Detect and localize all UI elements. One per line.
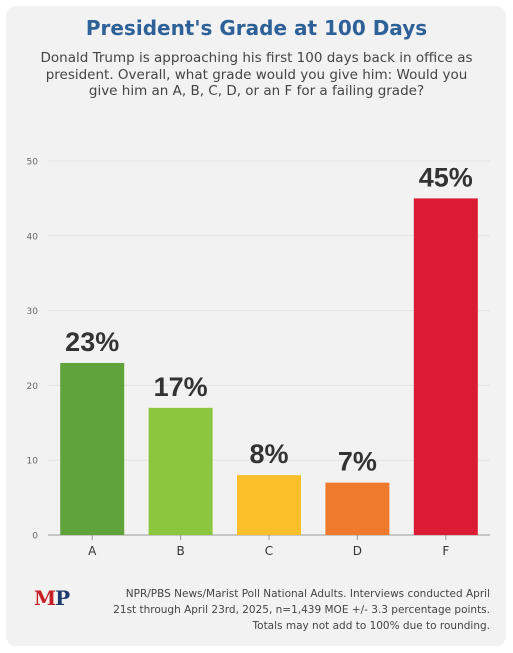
chart-subtitle: Donald Trump is approaching his first 10…	[40, 50, 473, 99]
data-label: 45%	[419, 162, 473, 192]
y-tick-label: 10	[27, 457, 39, 467]
chart-title: President's Grade at 100 Days	[85, 16, 428, 40]
x-tick-label: A	[88, 544, 97, 558]
bar-f	[413, 198, 478, 535]
source-line: 21st through April 23rd, 2025, n=1,439 M…	[113, 604, 490, 616]
bar-a	[60, 362, 125, 535]
data-label: 17%	[154, 372, 208, 402]
y-tick-label: 20	[27, 382, 39, 392]
data-label: 8%	[249, 439, 288, 469]
y-tick-label: 30	[27, 307, 39, 317]
y-tick-label: 50	[27, 158, 39, 168]
x-tick-label: B	[176, 544, 184, 558]
bar-b	[148, 407, 213, 535]
y-tick-label: 0	[32, 532, 38, 542]
marist-poll-logo: MP	[34, 586, 70, 610]
x-tick-label: C	[265, 544, 273, 558]
source-line: Totals may not add to 100% due to roundi…	[252, 620, 490, 632]
bar-chart: 0 10 20 30 40 50 A 23% B 17% C 8% D 7% F 45%	[27, 158, 490, 558]
data-label: 7%	[338, 447, 377, 477]
source-note: NPR/PBS News/Marist Poll National Adults…	[80, 586, 490, 634]
x-tick-label: F	[442, 544, 449, 558]
x-tick-label: D	[353, 544, 362, 558]
y-tick-label: 40	[27, 232, 39, 242]
bar-d	[325, 482, 390, 535]
source-line: NPR/PBS News/Marist Poll National Adults…	[125, 588, 490, 600]
data-label: 23%	[65, 327, 119, 357]
bar-c	[237, 475, 301, 535]
